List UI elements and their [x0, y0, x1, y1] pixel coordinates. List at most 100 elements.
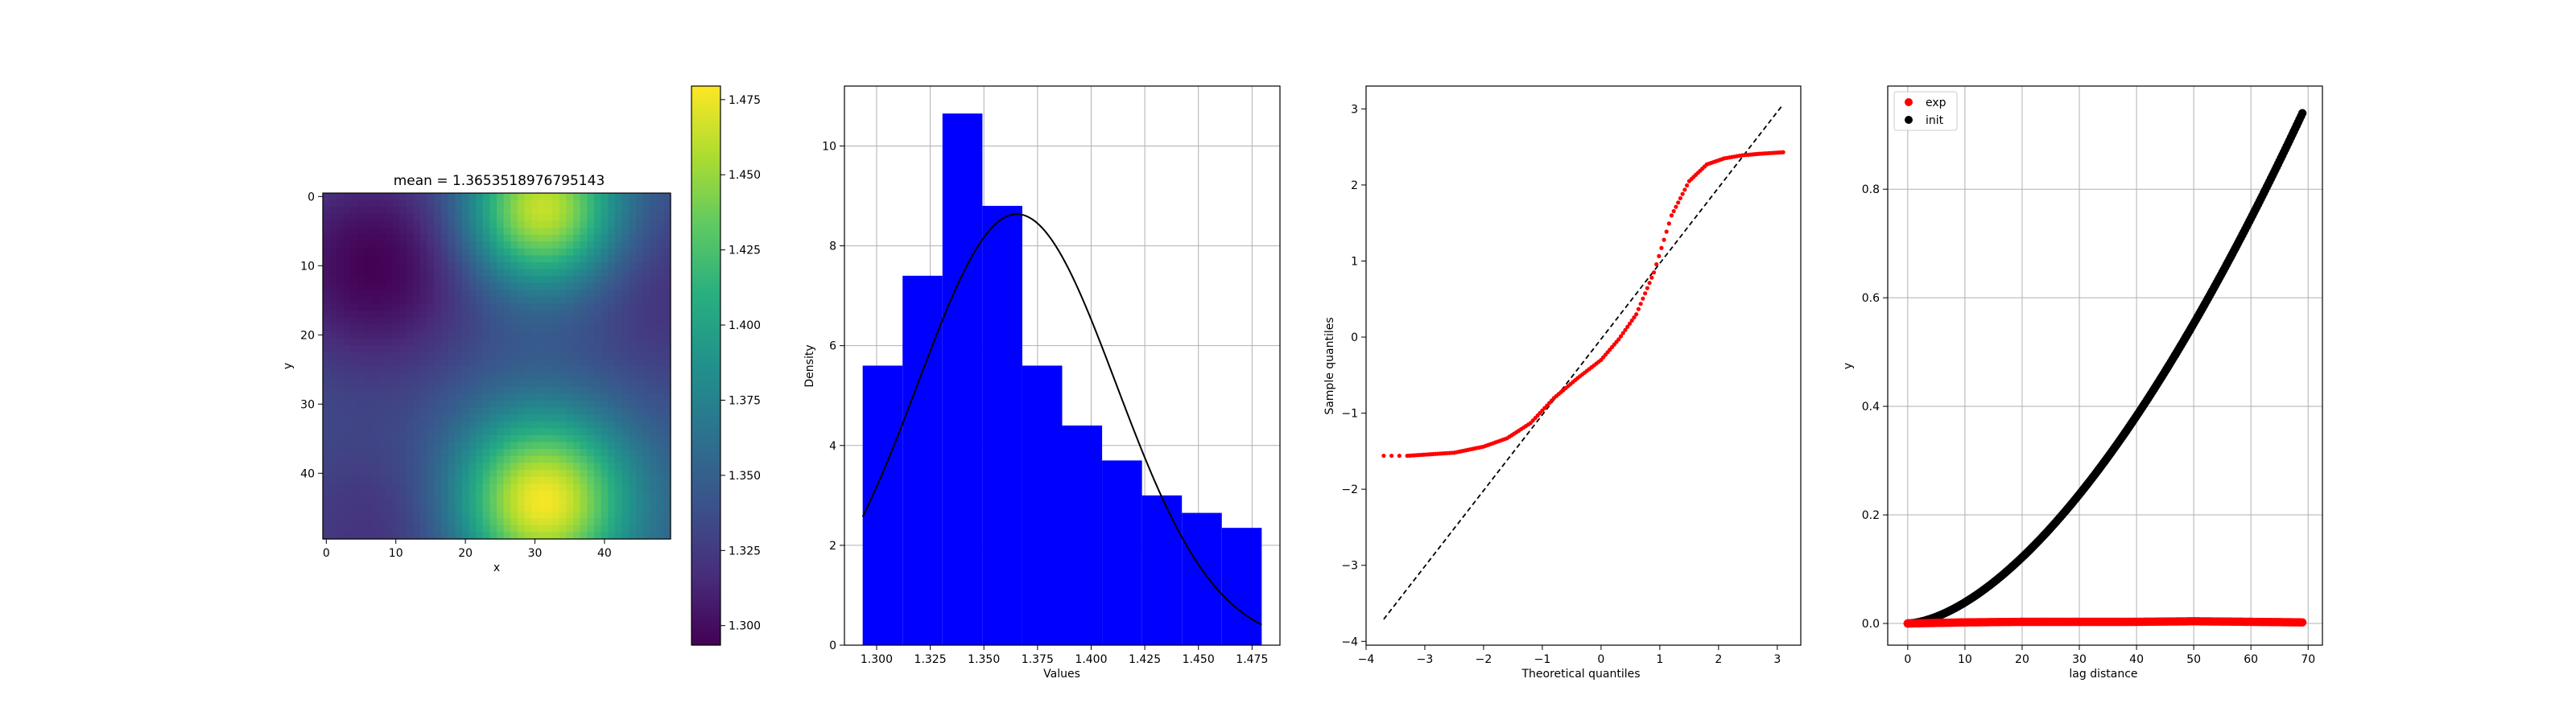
heatmap-cell	[476, 532, 484, 540]
heatmap-cell	[323, 311, 331, 319]
heatmap-cell	[406, 428, 414, 436]
heatmap-cell	[531, 435, 539, 443]
heatmap-cell	[642, 372, 650, 381]
heatmap-cell	[482, 338, 490, 346]
heatmap-cell	[476, 386, 484, 394]
heatmap-cell	[545, 352, 553, 360]
heatmap-cell	[510, 352, 518, 360]
heatmap-cell	[469, 532, 477, 540]
heatmap-cell	[601, 331, 609, 339]
heatmap-cell	[531, 524, 539, 533]
heatmap-cell	[635, 401, 644, 409]
heatmap-cell	[629, 490, 637, 498]
heatmap-cell	[656, 524, 664, 533]
heatmap-cell	[601, 269, 609, 277]
heatmap-cell	[461, 255, 470, 263]
heatmap-cell	[343, 366, 352, 374]
heatmap-cell	[629, 421, 637, 429]
heatmap-cell	[566, 262, 574, 270]
heatmap-cell	[524, 297, 532, 305]
heatmap-cell	[413, 200, 421, 208]
heatmap-cell	[469, 414, 477, 422]
heatmap-cell	[455, 490, 463, 498]
heatmap-cell	[357, 372, 365, 381]
heatmap-cell	[419, 324, 428, 332]
heatmap-cell	[580, 372, 588, 381]
heatmap-cell	[419, 470, 428, 478]
heatmap-cell	[364, 386, 373, 394]
heatmap-cell	[427, 338, 435, 346]
heatmap-cell	[517, 463, 526, 471]
heatmap-cell	[455, 317, 463, 325]
heatmap-cell	[517, 241, 526, 249]
heatmap-cell	[635, 483, 644, 492]
heatmap-cell	[427, 282, 435, 290]
heatmap-cell	[406, 497, 414, 505]
heatmap-cell	[336, 366, 345, 374]
heatmap-cell	[357, 255, 365, 263]
heatmap-cell	[503, 352, 511, 360]
heatmap-cell	[642, 228, 650, 236]
heatmap-cell	[406, 407, 414, 415]
heatmap-cell	[399, 248, 407, 256]
heatmap-cell	[469, 324, 477, 332]
heatmap-cell	[489, 241, 497, 249]
heatmap-cell	[392, 393, 400, 401]
heatmap-cell	[621, 234, 630, 242]
heatmap-cell	[413, 193, 421, 201]
heatmap-cell	[489, 213, 497, 221]
heatmap-cell	[461, 414, 470, 422]
heatmap-cell	[629, 200, 637, 208]
heatmap-cell	[580, 276, 588, 284]
heatmap-cell	[524, 504, 532, 512]
heatmap-cell	[566, 386, 574, 394]
heatmap-cell	[538, 366, 547, 374]
heatmap-cell	[545, 386, 553, 394]
heatmap-cell	[482, 455, 490, 463]
heatmap-cell	[552, 504, 560, 512]
heatmap-cell	[545, 490, 553, 498]
variogram-x-tick-label: 10	[1958, 653, 1972, 666]
heatmap-cell	[601, 449, 609, 457]
heatmap-cell	[448, 241, 456, 249]
heatmap-cell	[399, 483, 407, 492]
heatmap-cell	[552, 303, 560, 311]
heatmap-cell	[434, 372, 442, 381]
heatmap-cell	[406, 435, 414, 443]
heatmap-cell	[378, 269, 386, 277]
heatmap-cell	[392, 442, 400, 450]
heatmap-cell	[656, 483, 664, 492]
qq-sample-point	[1666, 221, 1671, 226]
heatmap-cell	[621, 414, 630, 422]
heatmap-cell	[448, 504, 456, 512]
heatmap-cell	[336, 213, 345, 221]
heatmap-cell	[629, 511, 637, 519]
heatmap-cell	[552, 442, 560, 450]
heatmap-cell	[497, 532, 505, 540]
heatmap-cell	[531, 352, 539, 360]
heatmap-cell	[434, 449, 442, 457]
heatmap-cell	[642, 213, 650, 221]
heatmap-cell	[364, 213, 373, 221]
heatmap-cell	[461, 234, 470, 242]
heatmap-cell	[614, 366, 623, 374]
heatmap-cell	[406, 463, 414, 471]
heatmap-cell	[448, 234, 456, 242]
heatmap-cell	[434, 207, 442, 215]
heatmap-cell	[608, 372, 616, 381]
heatmap-cell	[621, 455, 630, 463]
heatmap-cell	[336, 220, 345, 228]
heatmap-cell	[663, 255, 671, 263]
heatmap-cell	[531, 262, 539, 270]
heatmap-cell	[538, 504, 547, 512]
heatmap-cell	[350, 331, 358, 339]
heatmap-cell	[413, 269, 421, 277]
heatmap-cell	[593, 276, 602, 284]
heatmap-cell	[642, 324, 650, 332]
heatmap-cell	[531, 290, 539, 298]
heatmap-cell	[385, 255, 393, 263]
heatmap-cell	[635, 228, 644, 236]
variogram-x-tick-label: 40	[2129, 653, 2144, 666]
heatmap-cell	[503, 276, 511, 284]
heatmap-cell	[357, 282, 365, 290]
